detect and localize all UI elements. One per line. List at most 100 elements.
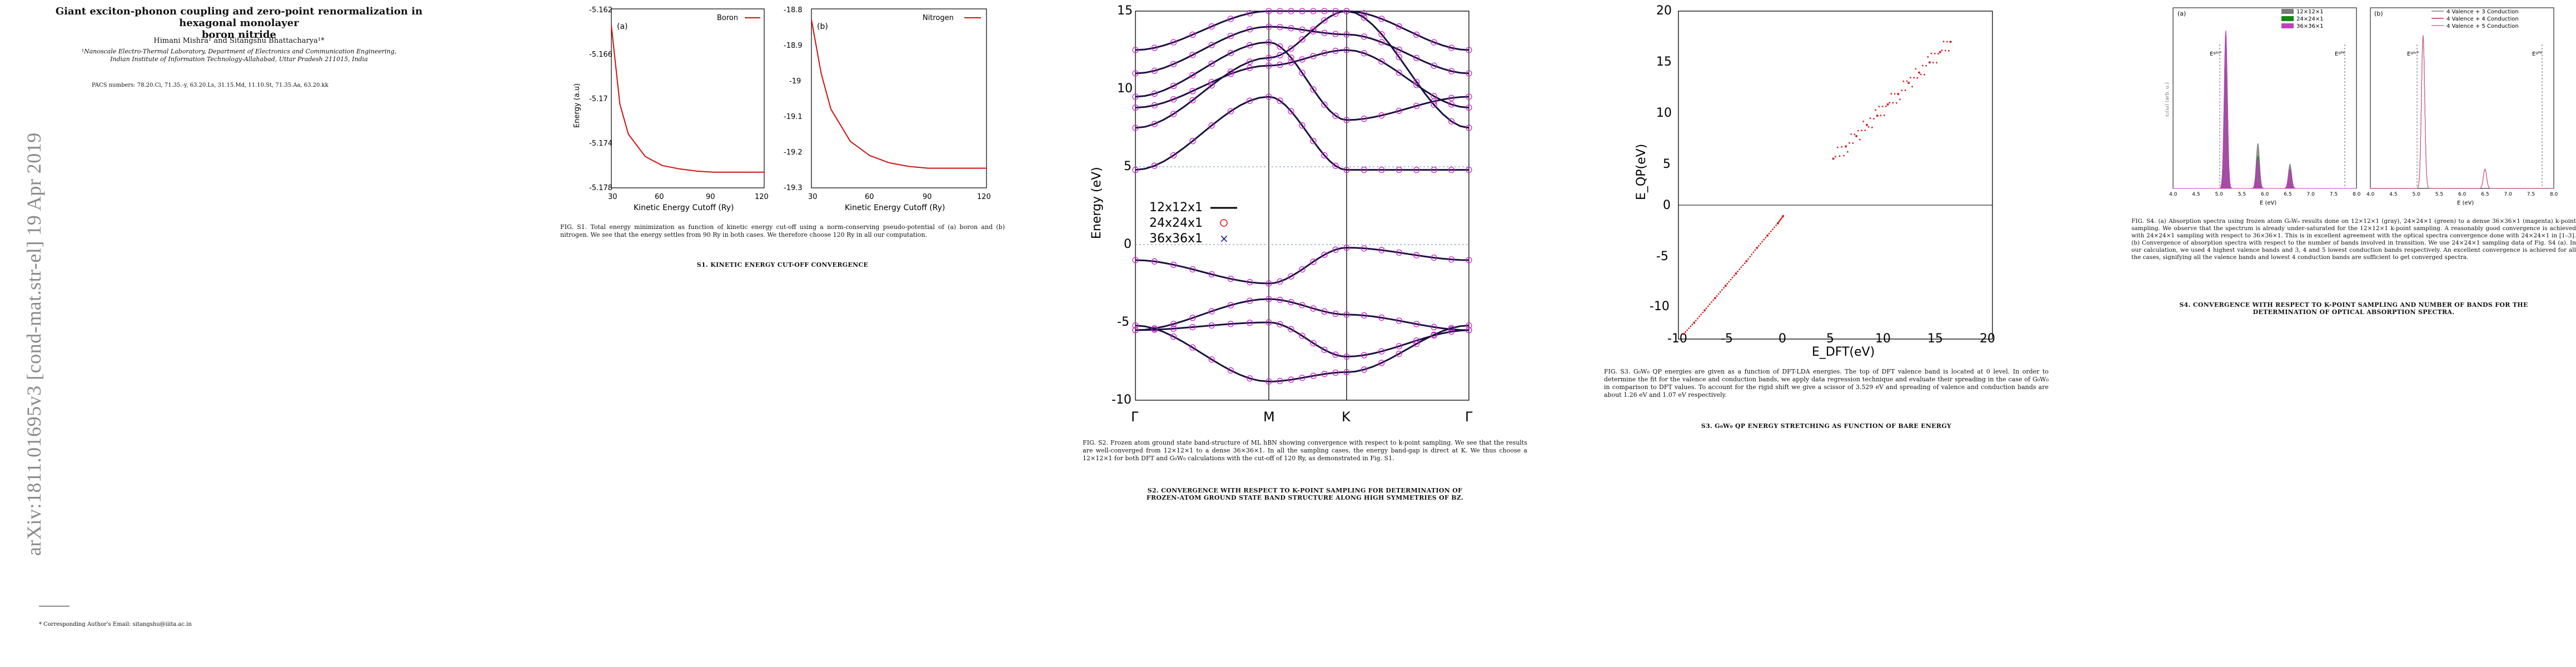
scatter-point-0-0-1: [1685, 331, 1686, 333]
band-marker-0-14: [1265, 280, 1272, 287]
band-marker-2-0: [1132, 327, 1139, 334]
band-marker-5-40: [1448, 94, 1455, 101]
band-marker-9-14: [1265, 8, 1272, 14]
band-marker-3-40: [1448, 325, 1455, 331]
scatter-point-0-3: [1713, 297, 1716, 300]
s3-xtick-4: 10: [1875, 332, 1891, 346]
a-xtick-1: 60: [655, 193, 664, 201]
band-marker-3-26: [1332, 369, 1339, 376]
scatter-point-1-0-4: [1841, 146, 1843, 148]
scatter-point-0-6-3: [1751, 253, 1753, 256]
s3-ytick-6: -10: [1650, 300, 1670, 313]
band-marker-5-12: [1247, 42, 1253, 49]
scatter-point-1-7-1: [1910, 77, 1911, 78]
s3-ytick-1: 15: [1656, 55, 1672, 69]
band-marker-5-24: [1321, 101, 1328, 108]
band-marker-2-42: [1466, 327, 1472, 334]
scatter-point-1-9-2: [1932, 62, 1934, 63]
scatter-point-0-9-3: [1780, 218, 1781, 221]
band-marker-2-26: [1332, 351, 1339, 358]
band-marker-3-20: [1299, 375, 1306, 381]
band-marker-7-16: [1277, 52, 1283, 58]
scatter-point-1-4-3: [1881, 106, 1884, 107]
legend-nitrogen: Nitrogen: [923, 14, 954, 22]
legend-24: 24x24x1: [1149, 216, 1203, 230]
xtick-s4b-xticks-0: 4.0: [2366, 192, 2375, 197]
scatter-point-0-4: [1724, 285, 1727, 287]
band-marker-0-32: [1378, 247, 1385, 253]
band-marker-9-6: [1189, 31, 1196, 38]
xtick-s4b-xticks-5: 6.5: [2481, 192, 2489, 197]
band-marker-1-38: [1431, 323, 1437, 331]
band-marker-8-0: [1132, 70, 1139, 77]
s4a-xlabel: E (eV): [2260, 200, 2276, 206]
pacs-numbers: PACS numbers: 78.20.Ci, 71.35.-y, 63.20.…: [92, 82, 328, 88]
band-marker-7-6: [1189, 97, 1196, 104]
s4b-xlabel: E (eV): [2457, 200, 2474, 206]
legend-label-s4a-legend-2: 36×36×1: [2296, 23, 2324, 29]
band-marker-0-22: [1310, 258, 1317, 265]
scatter-point-0-1: [1693, 321, 1696, 324]
b-xtick-2: 90: [923, 193, 932, 201]
band-marker-0-10: [1227, 276, 1234, 282]
scatter-point-0-5-4: [1742, 264, 1744, 266]
band-marker-2-10: [1227, 321, 1234, 327]
band-marker-6-34: [1396, 69, 1402, 76]
band-marker-0-30: [1361, 245, 1368, 252]
scatter-point-1-7: [1907, 82, 1910, 84]
fig-s1: (a) Boron -5.162 -5.166 -5.17 -5.174 -5.…: [573, 6, 991, 212]
scatter-point-1-6: [1897, 93, 1900, 96]
spectrum-s4b-curves-2: [2370, 35, 2554, 189]
band-line-3: [1135, 325, 1469, 382]
band-marker-1-6: [1189, 315, 1196, 321]
scatter-point-0-8-4: [1773, 226, 1775, 228]
band-marker-4-12: [1247, 97, 1253, 104]
s3-xlabel: E_DFT(eV): [1812, 345, 1875, 359]
band-marker-6-28: [1343, 47, 1350, 53]
s4a-curves: [2173, 30, 2356, 189]
s3-xtick-3: 5: [1826, 332, 1834, 346]
fig-s4-caption: FIG. S4. (a) Absorption spectra using fr…: [2131, 218, 2576, 261]
xtick-s4a-xticks-7: 7.5: [2330, 192, 2338, 197]
band-marker-8-6: [1189, 52, 1196, 58]
band-marker-4-40: [1448, 166, 1455, 173]
a-ytick-4: -5.178: [589, 184, 612, 192]
affiliation: ¹Nanoscale Electro-Thermal Laboratory, D…: [33, 48, 445, 63]
band-marker-1-12: [1247, 297, 1253, 304]
scatter-point-1-4-5: [1885, 105, 1887, 107]
title-line-2: boron nitride: [201, 29, 277, 41]
panel-b-frame: [811, 8, 987, 188]
xtick-s4b-xticks-3: 5.5: [2435, 192, 2443, 197]
band-marker-5-4: [1170, 82, 1177, 89]
s4a-label: (a): [2178, 10, 2186, 17]
scatter-point-0-2: [1703, 309, 1706, 312]
scatter-point-0-0-5: [1691, 323, 1693, 326]
band-marker-4-38: [1431, 166, 1437, 173]
band-marker-1-28: [1343, 311, 1350, 318]
band-marker-5-0: [1132, 93, 1139, 100]
band-marker-1-20: [1299, 302, 1306, 308]
band-marker-6-40: [1448, 101, 1455, 108]
band-line-6: [1135, 49, 1469, 109]
scatter-point-0-5: [1735, 272, 1737, 275]
s4a-ylabel: ε₂(ω) (arb. u.): [2165, 82, 2170, 117]
scatter-point-1-5-3: [1892, 102, 1894, 104]
band-marker-9-20: [1299, 8, 1306, 14]
xtick-k: K: [1342, 409, 1351, 425]
b-ytick-1: -18.9: [784, 42, 803, 50]
band-marker-0-26: [1332, 246, 1339, 253]
scatter-point-1-1-3: [1850, 133, 1852, 135]
band-marker-3-0: [1132, 322, 1139, 329]
band-marker-7-32: [1378, 31, 1385, 38]
band-marker-5-42: [1466, 93, 1472, 100]
scatter-point-0-6-5: [1754, 249, 1756, 251]
legend-label-s4a-legend-0: 12×12×1: [2296, 9, 2324, 15]
band-marker-3-18: [1288, 376, 1294, 383]
scatter-point-0-2-1: [1705, 307, 1707, 310]
band-marker-3-32: [1378, 360, 1385, 366]
band-marker-1-34: [1396, 317, 1402, 324]
band-marker-2-4: [1170, 325, 1177, 332]
scatter-point-1-7-4: [1915, 68, 1917, 70]
scatter-point-1-8-5: [1927, 56, 1929, 58]
scatter-point-1-5-5: [1896, 102, 1897, 104]
